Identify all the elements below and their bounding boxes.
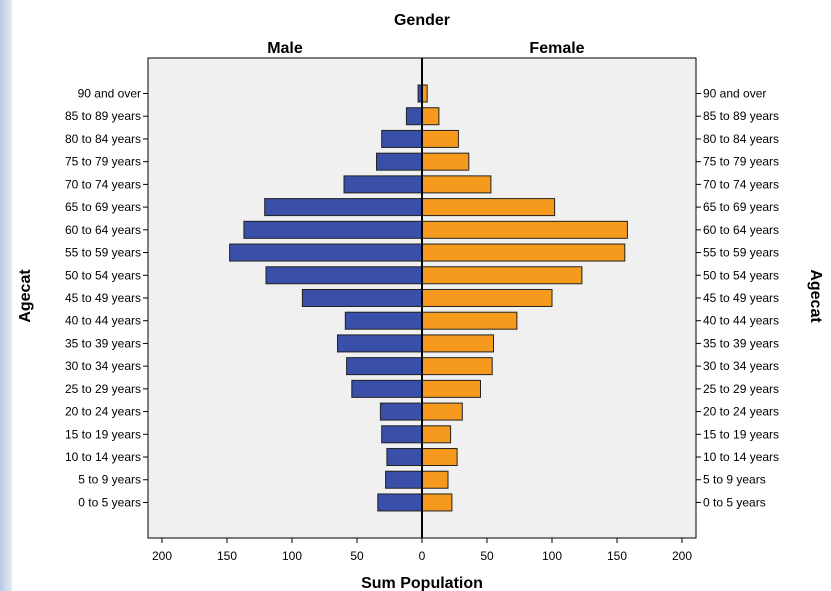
y-tick-label-left: 25 to 29 years bbox=[65, 382, 141, 396]
y-tick-label-left: 15 to 19 years bbox=[65, 427, 141, 441]
bar-male-0-to-5-years bbox=[377, 493, 423, 512]
female-panel-title: Female bbox=[529, 40, 584, 57]
bar-male-20-to-24-years bbox=[379, 402, 423, 421]
y-tick-label-right: 45 to 49 years bbox=[703, 291, 779, 305]
bar-male-45-to-49-years bbox=[301, 288, 423, 307]
y-tick-label-left: 40 to 44 years bbox=[65, 314, 141, 328]
bar-male-25-to-29-years bbox=[351, 379, 423, 398]
bar-male-65-to-69-years bbox=[264, 198, 423, 217]
y-tick-label-right: 55 to 59 years bbox=[703, 246, 779, 260]
y-tick-label-left: 75 to 79 years bbox=[65, 155, 141, 169]
y-tick-label-left: 5 to 9 years bbox=[78, 473, 141, 487]
y-tick-label-right: 85 to 89 years bbox=[703, 109, 779, 123]
x-tick-label: 150 bbox=[607, 549, 627, 563]
bar-female-10-to-14-years bbox=[421, 448, 458, 467]
x-tick-label: 100 bbox=[542, 549, 562, 563]
x-tick-label: 150 bbox=[217, 549, 237, 563]
bar-male-10-to-14-years bbox=[386, 448, 423, 467]
y-axis-title-left: Agecat bbox=[17, 269, 34, 323]
bar-female-55-to-59-years bbox=[421, 243, 626, 262]
y-tick-label-left: 30 to 34 years bbox=[65, 359, 141, 373]
y-tick-label-right: 25 to 29 years bbox=[703, 382, 779, 396]
bar-male-60-to-64-years bbox=[243, 220, 423, 239]
y-tick-label-right: 60 to 64 years bbox=[703, 223, 779, 237]
bar-female-50-to-54-years bbox=[421, 266, 583, 285]
y-tick-label-right: 40 to 44 years bbox=[703, 314, 779, 328]
bar-female-15-to-19-years bbox=[421, 425, 452, 444]
bar-female-80-to-84-years bbox=[421, 129, 459, 148]
window-edge-strip bbox=[0, 0, 12, 591]
y-tick-label-right: 10 to 14 years bbox=[703, 450, 779, 464]
bar-female-30-to-34-years bbox=[421, 357, 493, 376]
bar-female-75-to-79-years bbox=[421, 152, 470, 171]
male-panel-title: Male bbox=[267, 40, 303, 57]
y-tick-label-left: 45 to 49 years bbox=[65, 291, 141, 305]
bar-male-5-to-9-years bbox=[385, 470, 423, 489]
y-tick-label-left: 50 to 54 years bbox=[65, 268, 141, 282]
bar-male-50-to-54-years bbox=[265, 266, 423, 285]
y-tick-label-left: 60 to 64 years bbox=[65, 223, 141, 237]
y-tick-label-left: 0 to 5 years bbox=[78, 495, 141, 509]
y-tick-label-right: 15 to 19 years bbox=[703, 427, 779, 441]
y-tick-label-right: 20 to 24 years bbox=[703, 405, 779, 419]
bar-male-15-to-19-years bbox=[381, 425, 423, 444]
x-tick-label: 200 bbox=[672, 549, 692, 563]
x-tick-label: 0 bbox=[419, 549, 426, 563]
y-tick-label-right: 70 to 74 years bbox=[703, 177, 779, 191]
y-tick-label-right: 80 to 84 years bbox=[703, 132, 779, 146]
bar-female-0-to-5-years bbox=[421, 493, 453, 512]
bar-female-60-to-64-years bbox=[421, 220, 628, 239]
y-tick-label-left: 90 and over bbox=[78, 87, 141, 101]
y-axis-title-right: Agecat bbox=[807, 269, 824, 323]
y-tick-label-left: 10 to 14 years bbox=[65, 450, 141, 464]
bar-male-35-to-39-years bbox=[337, 334, 423, 353]
bar-male-80-to-84-years bbox=[381, 129, 423, 148]
y-tick-label-left: 85 to 89 years bbox=[65, 109, 141, 123]
bar-male-85-to-89-years bbox=[405, 107, 423, 126]
bar-female-45-to-49-years bbox=[421, 288, 553, 307]
y-tick-label-left: 70 to 74 years bbox=[65, 177, 141, 191]
y-tick-label-left: 35 to 39 years bbox=[65, 336, 141, 350]
bars-group bbox=[229, 58, 628, 538]
y-tick-label-left: 55 to 59 years bbox=[65, 246, 141, 260]
y-tick-label-right: 65 to 69 years bbox=[703, 200, 779, 214]
x-tick-label: 50 bbox=[350, 549, 364, 563]
chart-title: Gender bbox=[394, 12, 450, 29]
y-tick-label-left: 80 to 84 years bbox=[65, 132, 141, 146]
y-tick-label-left: 65 to 69 years bbox=[65, 200, 141, 214]
bar-male-75-to-79-years bbox=[376, 152, 423, 171]
y-tick-label-right: 75 to 79 years bbox=[703, 155, 779, 169]
bar-male-30-to-34-years bbox=[346, 357, 423, 376]
bar-female-20-to-24-years bbox=[421, 402, 463, 421]
x-tick-label: 200 bbox=[152, 549, 172, 563]
bar-female-85-to-89-years bbox=[421, 107, 440, 126]
y-tick-label-right: 90 and over bbox=[703, 87, 766, 101]
bar-female-35-to-39-years bbox=[421, 334, 494, 353]
bar-female-70-to-74-years bbox=[421, 175, 492, 194]
x-tick-label: 50 bbox=[480, 549, 494, 563]
y-tick-label-right: 5 to 9 years bbox=[703, 473, 766, 487]
bar-female-65-to-69-years bbox=[421, 198, 556, 217]
y-tick-label-right: 30 to 34 years bbox=[703, 359, 779, 373]
y-tick-label-right: 50 to 54 years bbox=[703, 268, 779, 282]
y-tick-label-left: 20 to 24 years bbox=[65, 405, 141, 419]
y-tick-label-right: 0 to 5 years bbox=[703, 495, 766, 509]
bar-female-25-to-29-years bbox=[421, 379, 481, 398]
y-tick-label-right: 35 to 39 years bbox=[703, 336, 779, 350]
ticks-group: 0 to 5 years 0 to 5 years 5 to 9 years 5 to… bbox=[65, 87, 779, 564]
bar-male-40-to-44-years bbox=[344, 311, 423, 330]
bar-male-70-to-74-years bbox=[343, 175, 423, 194]
bar-female-40-to-44-years bbox=[421, 311, 518, 330]
bar-female-5-to-9-years bbox=[421, 470, 449, 489]
x-axis-title: Sum Population bbox=[361, 575, 483, 591]
x-tick-label: 100 bbox=[282, 549, 302, 563]
bar-male-55-to-59-years bbox=[229, 243, 423, 262]
